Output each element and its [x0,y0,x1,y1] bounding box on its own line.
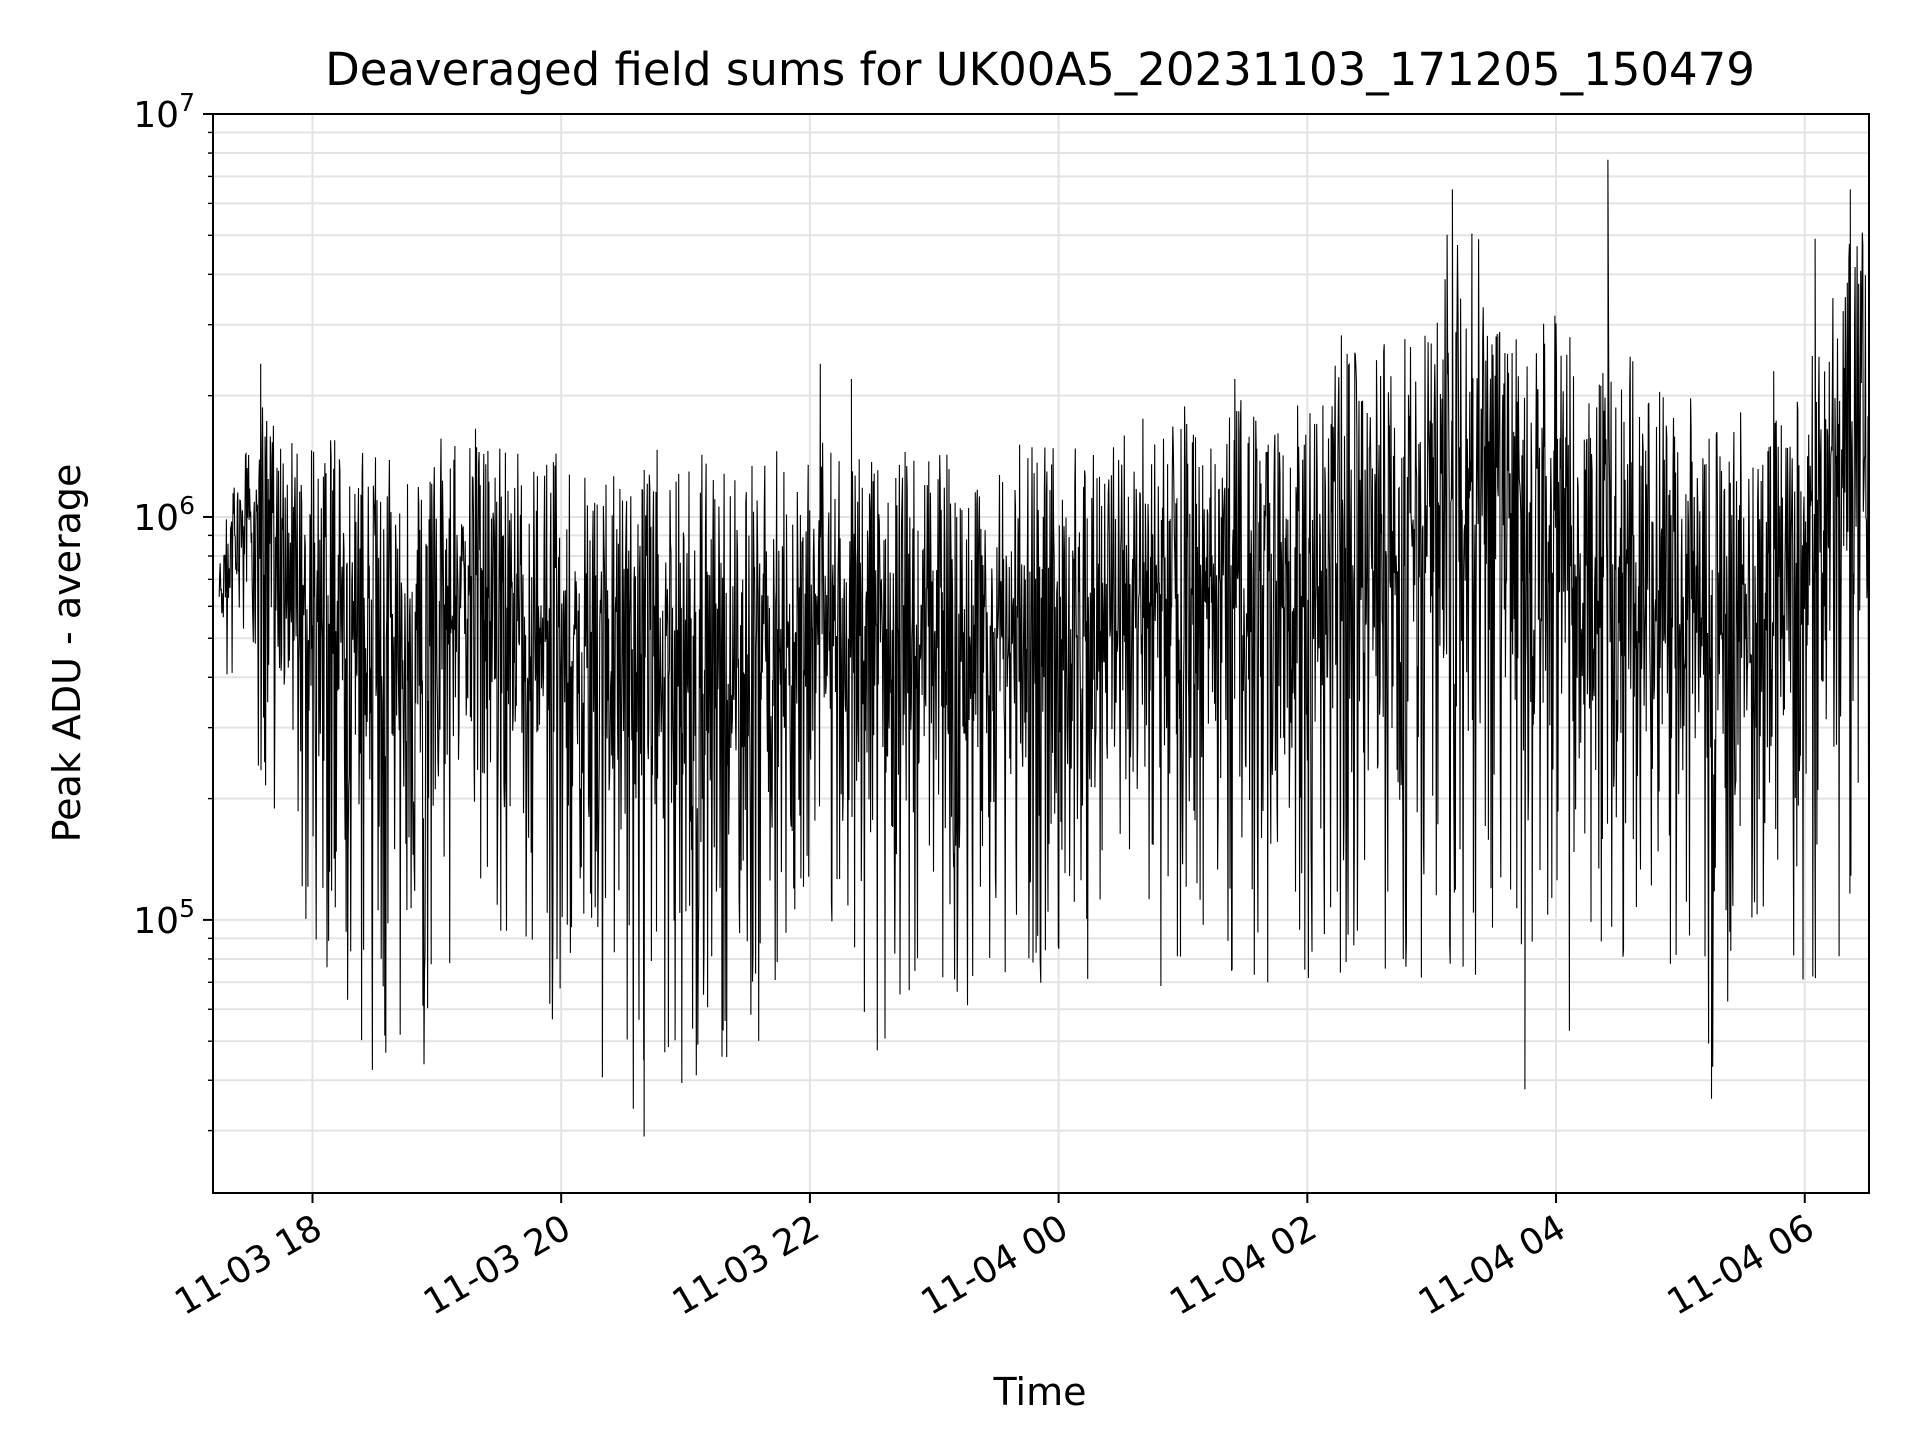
y-tick-label: 106 [133,491,195,539]
series-line [218,159,1869,1137]
y-axis-ticks: 105 106 107 [133,88,213,1132]
plot-area [218,159,1869,1137]
chart-title: Deaveraged field sums for UK00A5_2023110… [325,43,1755,96]
axes-frame [212,113,1870,1194]
y-tick-label: 105 [133,894,195,942]
x-axis-label: Time [993,1370,1087,1414]
y-tick-label: 107 [133,88,195,136]
y-axis-label: Peak ADU - average [45,464,89,843]
